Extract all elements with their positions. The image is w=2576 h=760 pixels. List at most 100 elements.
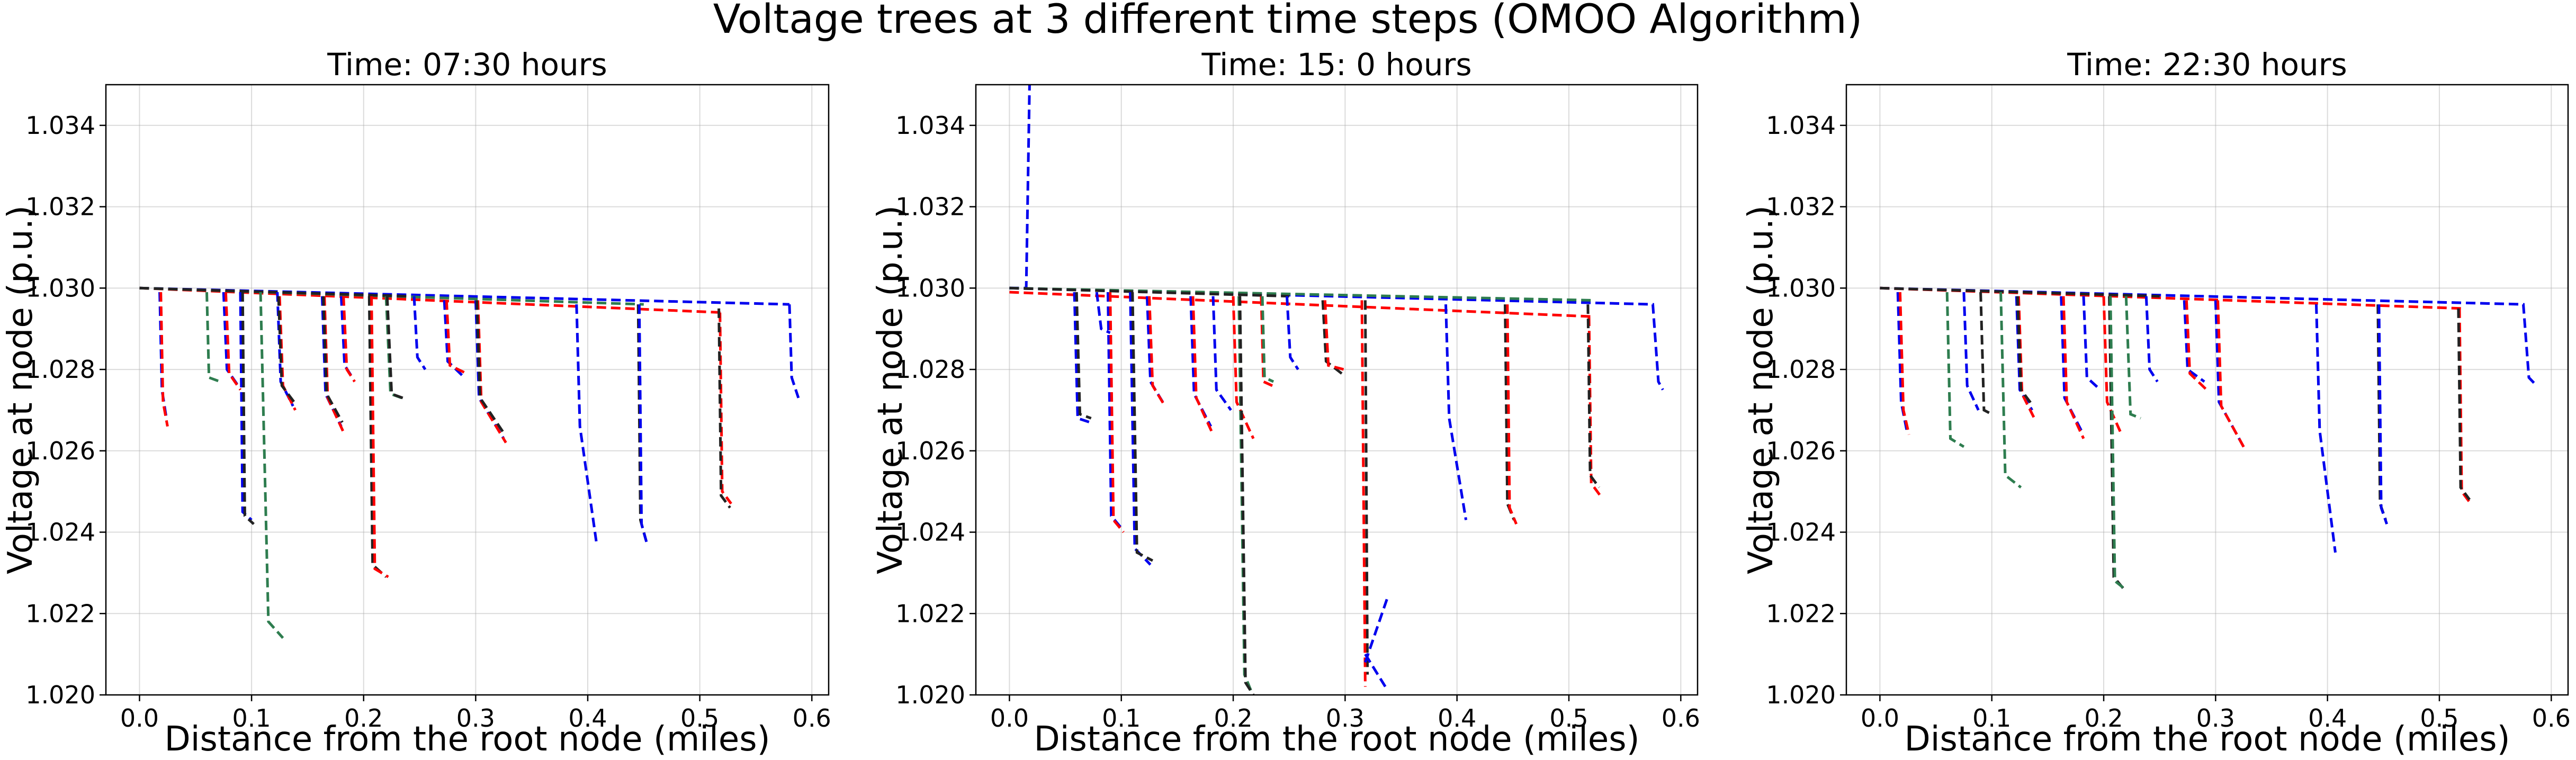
series-line-red: [1898, 292, 1910, 435]
panel-title: Time: 22:30 hours: [2067, 47, 2347, 83]
series-line-black: [1363, 300, 1369, 675]
series-line-red: [2185, 300, 2208, 391]
series-line-red: [1506, 304, 1518, 525]
y-tick-label: 1.028: [895, 355, 965, 384]
series-line-blue: [2082, 296, 2102, 391]
y-tick-label: 1.020: [25, 681, 95, 709]
x-tick-label: 0.4: [568, 704, 607, 732]
x-tick-label: 0.1: [1972, 704, 2011, 732]
series-line-red: [342, 296, 356, 383]
series-line-red: [445, 300, 468, 375]
chart-panels: 0.0 0.1 0.2 0.3 0.4 0.5 0.6 1.020 1.022 1.024 1.02…: [1, 47, 2571, 759]
series-line-blue: [1009, 286, 1664, 391]
y-tick-label: 1.020: [895, 681, 965, 709]
series-line-red: [1009, 291, 1592, 318]
x-tick-label: 0.3: [1326, 704, 1365, 732]
series-line-green: [1261, 296, 1274, 383]
series-line-black: [1880, 286, 2160, 298]
series-line-red: [159, 292, 169, 427]
series-line-blue: [412, 296, 427, 370]
series-line-blue: [1211, 296, 1232, 411]
series-line-green: [1009, 286, 1592, 302]
chart-panel-3: 0.0 0.1 0.2 0.3 0.4 0.5 0.6 1.020 1.022 1.024 1.02…: [1742, 47, 2571, 759]
x-tick-label: 0.5: [680, 704, 719, 732]
x-tick-label: 0.0: [990, 704, 1029, 732]
x-tick-label: 0.0: [1861, 704, 1899, 732]
x-tick-label: 0.2: [2084, 704, 2123, 732]
series-line-blue: [1286, 296, 1299, 370]
figure-title: Voltage trees at 3 different time steps …: [713, 0, 1863, 42]
chart-panel-1: 0.0 0.1 0.2 0.3 0.4 0.5 0.6 1.020 1.022 1.024 1.02…: [1, 47, 831, 759]
series-line-red: [1323, 300, 1344, 371]
series-line-blue: [1444, 304, 1468, 520]
y-tick-label: 1.024: [1766, 518, 1836, 547]
series-line-red: [370, 296, 389, 578]
y-axis-label: Voltage at node (p.u.): [1742, 205, 1781, 574]
series-line-blue: [638, 304, 649, 545]
y-tick-label: 1.026: [895, 437, 965, 465]
series-line-blue: [2183, 300, 2205, 383]
series-line-blue: [443, 300, 465, 379]
x-tick-label: 0.2: [1214, 704, 1252, 732]
x-tick-label: 0.4: [1438, 704, 1476, 732]
series-line-red: [2102, 296, 2123, 436]
series-line-red: [2216, 300, 2247, 452]
series-line-blue: [788, 304, 800, 399]
y-tick-label: 1.034: [895, 111, 965, 140]
y-tick-label: 1.030: [25, 274, 95, 302]
x-tick-label: 0.6: [1662, 704, 1700, 732]
series-line-red: [1880, 286, 2462, 310]
series-line-black: [241, 292, 255, 526]
y-tick-label: 1.022: [1766, 599, 1836, 628]
series-line-red: [224, 292, 242, 391]
series-line-blue: [2315, 304, 2337, 553]
x-tick-label: 0.6: [793, 704, 831, 732]
series-line-green: [2109, 296, 2126, 591]
x-tick-label: 0.0: [120, 704, 159, 732]
series-line-green: [205, 292, 221, 383]
y-tick-label: 1.030: [1766, 274, 1836, 302]
series-line-black: [1238, 296, 1255, 695]
series-line-blue: [2144, 296, 2159, 383]
series-line-blue: [2060, 296, 2083, 431]
series-line-black: [1131, 292, 1154, 562]
series-line-black: [1504, 304, 1515, 521]
y-axis-label: Voltage at node (p.u.): [871, 205, 910, 574]
x-tick-label: 0.3: [456, 704, 495, 732]
series-line-black: [1321, 300, 1343, 375]
series-line-black: [2457, 308, 2471, 501]
y-tick-label: 1.022: [25, 599, 95, 628]
y-tick-label: 1.030: [895, 274, 965, 302]
series-line-red: [1148, 296, 1166, 407]
series-line-red: [1232, 296, 1255, 439]
y-tick-label: 1.032: [25, 193, 95, 221]
y-tick-label: 1.028: [25, 355, 95, 384]
series-line-red: [2062, 296, 2085, 439]
series-line-black: [277, 296, 295, 403]
series-group: [1880, 286, 2538, 591]
y-tick-label: 1.024: [895, 518, 965, 547]
series-line-black: [2016, 296, 2034, 407]
series-line-red: [1260, 296, 1273, 387]
series-line-red: [1109, 292, 1125, 533]
series-line-black: [1075, 292, 1092, 420]
series-line-black: [385, 296, 403, 400]
series-line-blue: [1962, 292, 1980, 411]
series-line-red: [1191, 296, 1215, 436]
x-axis-label: Distance from the root node (miles): [164, 720, 770, 759]
series-line-blue: [1364, 596, 1389, 663]
series-line-blue: [1073, 292, 1091, 424]
y-tick-label: 1.028: [1766, 355, 1836, 384]
x-tick-label: 0.4: [2308, 704, 2347, 732]
y-tick-label: 1.026: [25, 437, 95, 465]
y-tick-label: 1.032: [1766, 193, 1836, 221]
plot-frame: [975, 84, 1699, 696]
x-tick-label: 0.5: [2420, 704, 2458, 732]
series-line-black: [1586, 304, 1601, 488]
chart-panel-2: 0.0 0.1 0.2 0.3 0.4 0.5 0.6 1.020 1.022 1.024 1.02…: [871, 47, 1700, 759]
series-group: [139, 286, 800, 639]
series-line-green: [259, 292, 284, 639]
y-tick-label: 1.034: [1766, 111, 1836, 140]
series-line-black: [1009, 286, 1289, 298]
